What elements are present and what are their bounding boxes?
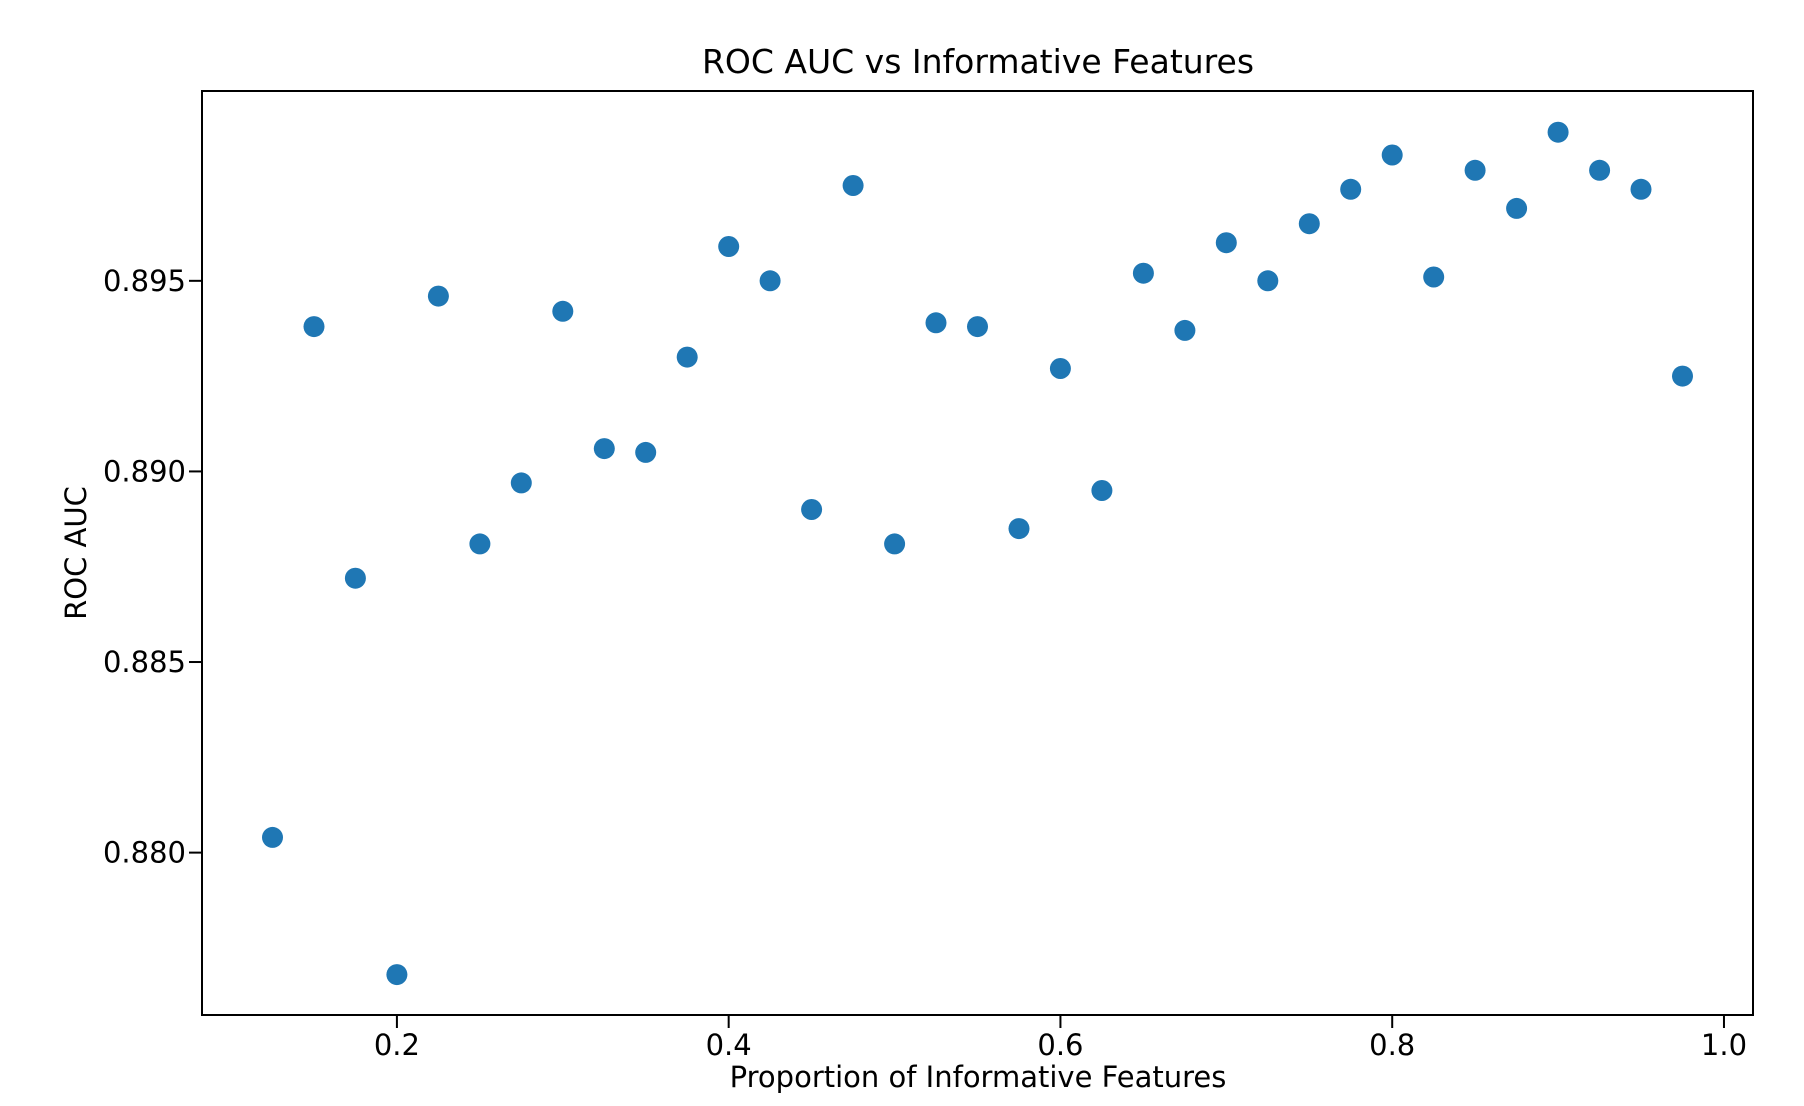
plot-area: [201, 90, 1754, 1016]
x-tick-label: 0.6: [1037, 1028, 1083, 1062]
data-point: [303, 316, 325, 338]
data-point: [510, 472, 532, 494]
data-point: [718, 236, 740, 257]
data-point: [1257, 270, 1279, 292]
data-point: [1423, 266, 1445, 288]
data-point: [1174, 319, 1196, 341]
data-point: [925, 312, 947, 334]
x-axis-label: Proportion of Informative Features: [730, 1060, 1227, 1094]
data-point: [1672, 365, 1693, 387]
data-point: [552, 300, 574, 322]
y-axis-label: ROC AUC: [59, 486, 93, 620]
x-tick-label: 0.2: [374, 1028, 420, 1062]
y-tick-label: 0.885: [103, 645, 186, 679]
data-point: [801, 499, 823, 520]
data-point: [1132, 262, 1154, 284]
data-point: [427, 285, 449, 307]
data-point: [1215, 232, 1237, 254]
data-point: [635, 441, 657, 463]
data-point: [1464, 159, 1486, 181]
x-tick-label: 1.0: [1701, 1028, 1747, 1062]
data-point: [344, 567, 366, 589]
data-point: [884, 533, 906, 555]
data-point: [967, 316, 988, 338]
ticks-layer: 0.2 0.4 0.6 0.8 1.0 0.880 0.885 0.890 0.895: [103, 264, 1747, 1062]
data-point: [262, 826, 283, 848]
data-point: [842, 175, 864, 196]
data-point: [1547, 121, 1569, 143]
x-tick-label: 0.8: [1369, 1028, 1415, 1062]
data-point: [1091, 480, 1113, 501]
chart-title: ROC AUC vs Informative Features: [702, 42, 1254, 81]
y-tick-label: 0.895: [103, 264, 186, 298]
data-point: [676, 346, 698, 368]
data-point: [1381, 144, 1403, 166]
y-tick-label: 0.890: [103, 454, 186, 488]
data-point: [1298, 213, 1320, 235]
x-tick-label: 0.4: [706, 1028, 752, 1062]
data-point: [593, 438, 615, 460]
data-point: [386, 964, 408, 986]
data-point: [1506, 197, 1528, 219]
data-point: [759, 270, 781, 292]
data-point: [1340, 178, 1362, 200]
scatter-points-layer: [262, 121, 1693, 986]
data-point: [1630, 178, 1652, 200]
data-point: [1008, 518, 1030, 540]
data-point: [1049, 358, 1071, 379]
y-tick-label: 0.880: [103, 836, 186, 870]
data-point: [469, 533, 491, 555]
data-point: [1589, 159, 1611, 181]
